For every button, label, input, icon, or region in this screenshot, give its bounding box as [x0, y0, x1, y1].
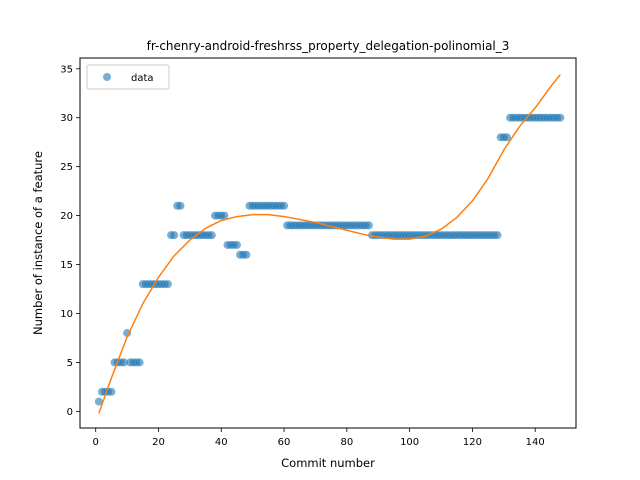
x-axis-label: Commit number: [281, 456, 375, 470]
y-axis-label: Number of instance of a feature: [31, 151, 45, 335]
x-axis-ticks: 0 20 40 60 80 100 120 140: [93, 428, 545, 448]
x-tick-label: 100: [400, 437, 419, 448]
data-point: [107, 387, 116, 396]
y-tick-label: 20: [60, 211, 73, 222]
axes-frame: [79, 57, 577, 429]
data-point: [135, 358, 144, 367]
y-axis-ticks: 0 5 10 15 20 25 30 35: [60, 64, 80, 418]
data-point: [242, 250, 251, 259]
x-tick-label: 80: [340, 437, 353, 448]
data-point: [493, 231, 502, 240]
y-tick-label: 25: [60, 162, 73, 173]
x-tick-label: 120: [463, 437, 482, 448]
data-point: [232, 240, 241, 249]
x-tick-label: 60: [278, 437, 291, 448]
data-point: [280, 201, 289, 210]
chart-title: fr-chenry-android-freshrss_property_dele…: [147, 39, 510, 53]
data-point: [220, 211, 229, 220]
x-tick-label: 40: [215, 437, 228, 448]
x-tick-label: 20: [152, 437, 165, 448]
data-point: [163, 280, 172, 289]
legend-marker-data: [103, 73, 111, 81]
x-tick-label: 140: [526, 437, 545, 448]
data-point: [502, 133, 511, 142]
legend-box: [86, 64, 170, 90]
x-tick-label: 0: [93, 437, 99, 448]
data-point: [556, 113, 565, 122]
data-point: [94, 397, 103, 406]
fit-line: [98, 74, 561, 414]
data-point: [170, 231, 179, 240]
data-point: [207, 231, 216, 240]
y-tick-label: 35: [60, 64, 73, 75]
y-tick-label: 30: [60, 113, 73, 124]
legend: data: [86, 64, 170, 90]
y-tick-label: 15: [60, 260, 73, 271]
data-point: [364, 221, 373, 230]
y-tick-label: 5: [67, 358, 73, 369]
plot-area: [94, 74, 565, 414]
data-point: [119, 358, 128, 367]
y-tick-label: 0: [67, 407, 73, 418]
legend-label-data: data: [131, 73, 154, 84]
data-point: [176, 201, 185, 210]
y-tick-label: 10: [60, 309, 73, 320]
